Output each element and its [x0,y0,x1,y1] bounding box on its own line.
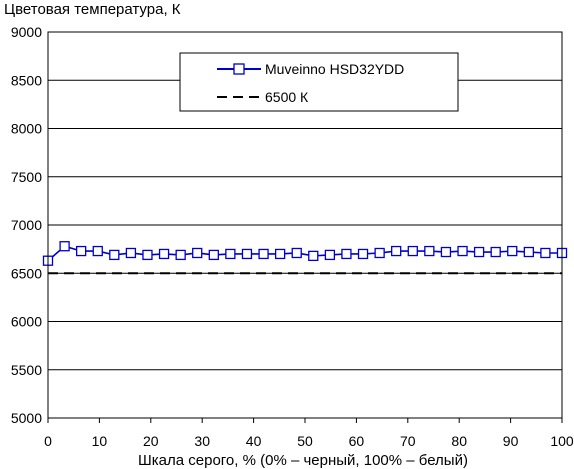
x-tick-label: 90 [503,433,519,449]
data-point [125,247,137,259]
legend-marker-square [233,63,245,75]
data-point [175,249,186,261]
data-point [109,249,120,261]
data-point [291,247,302,259]
data-point [440,246,452,258]
y-tick-label: 6500 [11,265,42,281]
data-point [225,248,236,260]
x-tick-label: 30 [194,433,210,449]
data-point [490,246,501,258]
data-point [341,248,352,260]
data-point [507,245,518,257]
x-tick-label: 10 [92,433,108,449]
data-point [308,250,319,262]
x-tick-label: 0 [44,433,52,449]
y-tick-label: 9000 [11,24,42,40]
data-point [59,241,70,252]
y-axis-ticks: 5000 5500 6000 6500 7000 7500 8000 8500 9000 [11,24,42,426]
series-layer [42,241,568,275]
data-point [407,245,418,257]
x-tick-label: 40 [246,433,262,449]
x-tick-label: 70 [400,433,416,449]
data-point [540,247,551,259]
data-point [208,249,219,261]
legend: Muveinno HSD32YDD 6500 К [179,52,459,112]
data-point [457,245,468,257]
x-tick-label: 80 [451,433,467,449]
y-axis-title: Цветовая температура, К [4,1,181,18]
x-axis-ticks: 0 10 20 30 40 50 60 70 80 90 100 [44,418,574,449]
y-tick-label: 6000 [11,314,42,330]
x-tick-label: 60 [349,433,365,449]
data-point [523,246,534,258]
data-point [424,245,435,257]
legend-label-6500k: 6500 К [265,89,309,105]
x-tick-label: 100 [550,433,574,449]
legend-label-muveinno: Muveinno HSD32YDD [265,61,404,77]
data-point [324,249,336,261]
data-point [274,248,286,260]
y-tick-label: 5000 [11,410,42,426]
y-tick-label: 7000 [11,217,42,233]
legend-box [179,52,459,112]
y-tick-label: 8000 [11,121,42,137]
data-point [473,246,485,258]
y-tick-label: 7500 [11,169,42,185]
data-point [76,245,87,257]
x-tick-label: 50 [297,433,313,449]
data-point [142,249,153,261]
x-axis-title: Шкала серого, % (0% – черный, 100% – бел… [138,452,468,469]
y-tick-label: 5500 [11,362,42,378]
x-tick-label: 20 [143,433,159,449]
data-point [158,248,170,260]
data-point [241,248,253,260]
data-point [374,247,385,259]
series-line-muveinno [47,245,562,262]
data-point [357,248,369,260]
data-point [192,247,203,259]
y-tick-label: 8500 [11,72,42,88]
data-point [391,245,402,257]
data-point [92,245,103,257]
data-point [258,248,269,260]
